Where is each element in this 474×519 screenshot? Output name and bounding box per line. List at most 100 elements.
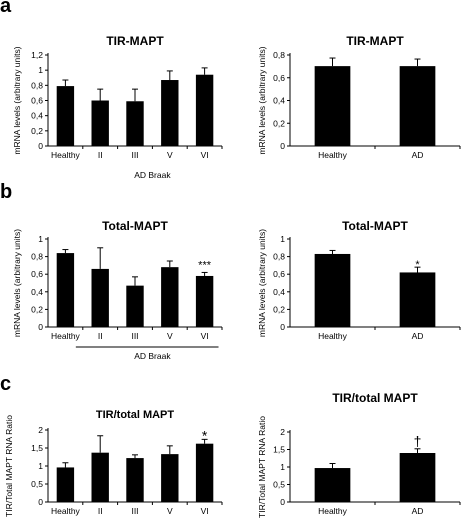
x-tick-label: Healthy bbox=[318, 506, 348, 516]
x-tick-label: V bbox=[167, 506, 173, 516]
group-label: AD Braak bbox=[134, 351, 171, 361]
x-tick-label: VI bbox=[201, 150, 209, 160]
bar-Healthy bbox=[56, 467, 75, 502]
y-tick-label: 0,2 bbox=[31, 304, 43, 314]
y-tick-label: 0 bbox=[280, 322, 285, 332]
bar-VI bbox=[195, 443, 214, 502]
y-tick-label: 0,8 bbox=[273, 50, 285, 60]
y-tick-label: 0 bbox=[280, 141, 285, 151]
x-tick-label: AD bbox=[412, 150, 424, 160]
y-axis-label: mRNA levels (arbitrary units) bbox=[257, 46, 267, 154]
y-tick-label: 2 bbox=[38, 425, 43, 435]
bar-AD bbox=[399, 272, 436, 327]
panel-label-c: c bbox=[0, 373, 11, 395]
y-tick-label: 0,4 bbox=[273, 287, 285, 297]
y-tick-label: 0,6 bbox=[273, 269, 285, 279]
y-tick-label: 0,2 bbox=[273, 304, 285, 314]
chart-a-right: TIR-MAPT mRNA levels (arbitrary units) 0 0,… bbox=[257, 34, 461, 160]
y-tick-label: 1,5 bbox=[273, 445, 285, 455]
y-tick-label: 0,8 bbox=[31, 80, 43, 90]
y-tick-label: 0,8 bbox=[31, 252, 43, 262]
bar-V bbox=[161, 80, 179, 146]
chart-b-right: Total-MAPT mRNA levels (arbitrary units) 0… bbox=[257, 219, 461, 341]
x-tick-label: VI bbox=[201, 331, 209, 341]
x-tick-label: Healthy bbox=[51, 506, 81, 516]
x-tick-label: Healthy bbox=[51, 331, 81, 341]
y-tick-label: 0 bbox=[280, 497, 285, 507]
y-tick-label: 1 bbox=[280, 462, 285, 472]
significance-mark: * bbox=[415, 259, 420, 271]
y-tick-label: 0,2 bbox=[31, 126, 43, 136]
significance-mark: * bbox=[202, 427, 208, 443]
y-tick-label: 0,6 bbox=[31, 269, 43, 279]
bar-II bbox=[91, 268, 109, 327]
charts: TIR-MAPT mRNA levels (arbitrary units) 0 0,… bbox=[4, 34, 461, 518]
x-tick-label: AD bbox=[412, 331, 424, 341]
y-tick-label: 1 bbox=[38, 65, 43, 75]
x-tick-label: III bbox=[131, 506, 138, 516]
x-tick-label: AD bbox=[412, 506, 424, 516]
x-tick-label: VI bbox=[201, 506, 209, 516]
bar-Healthy bbox=[314, 468, 351, 502]
chart-title: TIR/total MAPT bbox=[332, 391, 418, 405]
bar-III bbox=[126, 458, 144, 502]
y-axis-label: TIR/Total MAPT RNA Ratio bbox=[257, 416, 267, 518]
bar-Healthy bbox=[56, 86, 75, 146]
y-tick-label: 1 bbox=[38, 234, 43, 244]
y-tick-label: 1 bbox=[38, 461, 43, 471]
y-tick-label: 1 bbox=[280, 234, 285, 244]
bar-Healthy bbox=[314, 253, 351, 327]
y-tick-label: 0,2 bbox=[273, 118, 285, 128]
y-tick-label: 0,6 bbox=[31, 96, 43, 106]
bar-AD bbox=[399, 453, 436, 502]
y-tick-label: 0,8 bbox=[273, 252, 285, 262]
x-tick-label: III bbox=[131, 331, 138, 341]
y-tick-label: 0,5 bbox=[273, 480, 285, 490]
x-tick-label: Healthy bbox=[51, 150, 81, 160]
y-tick-label: 0,6 bbox=[273, 73, 285, 83]
x-tick-label: II bbox=[98, 506, 103, 516]
chart-title: TIR-MAPT bbox=[346, 34, 404, 48]
y-axis-label: mRNA levels (arbitrary units) bbox=[12, 46, 22, 154]
bar-AD bbox=[399, 66, 436, 146]
bar-III bbox=[126, 101, 144, 146]
y-tick-label: 0 bbox=[38, 497, 43, 507]
significance-mark: † bbox=[414, 433, 422, 449]
bar-Healthy bbox=[56, 253, 75, 327]
chart-b-left: Total-MAPT mRNA levels (arbitrary units) 0… bbox=[12, 219, 223, 361]
x-tick-label: III bbox=[131, 150, 138, 160]
y-axis-label: TIR/Total MAPT RNA Ratio bbox=[4, 415, 14, 517]
panel-label-a: a bbox=[0, 0, 12, 17]
chart-title: TIR-MAPT bbox=[106, 34, 164, 48]
y-axis-label: mRNA levels (arbitrary units) bbox=[12, 229, 22, 337]
x-tick-label: II bbox=[98, 331, 103, 341]
chart-c-right: TIR/total MAPT TIR/Total MAPT RNA Ratio 0 0… bbox=[257, 391, 461, 518]
chart-a-left: TIR-MAPT mRNA levels (arbitrary units) 0 0,… bbox=[12, 34, 223, 180]
bar-II bbox=[91, 100, 109, 146]
x-tick-label: V bbox=[167, 331, 173, 341]
x-tick-label: II bbox=[98, 150, 103, 160]
chart-title: Total-MAPT bbox=[342, 219, 408, 233]
y-tick-label: 0 bbox=[38, 322, 43, 332]
y-tick-label: 1,5 bbox=[31, 443, 43, 453]
bar-III bbox=[126, 285, 144, 327]
bar-II bbox=[91, 452, 109, 502]
group-label: AD Braak bbox=[134, 170, 171, 180]
bar-V bbox=[161, 267, 179, 327]
significance-mark: *** bbox=[198, 259, 212, 271]
chart-title: TIR/total MAPT bbox=[96, 409, 174, 421]
bar-VI bbox=[195, 74, 214, 146]
panel-label-b: b bbox=[0, 181, 12, 203]
y-axis-label: mRNA levels (arbitrary units) bbox=[257, 229, 267, 337]
y-tick-label: 0,5 bbox=[31, 479, 43, 489]
x-tick-label: V bbox=[167, 150, 173, 160]
bar-V bbox=[161, 454, 179, 502]
chart-c-left: TIR/total MAPT TIR/Total MAPT RNA Ratio 0 0… bbox=[4, 409, 223, 517]
bar-VI bbox=[195, 275, 214, 327]
x-tick-label: Healthy bbox=[318, 150, 348, 160]
y-tick-label: 1,2 bbox=[31, 50, 43, 60]
y-tick-label: 0 bbox=[38, 141, 43, 151]
y-tick-label: 0,4 bbox=[31, 111, 43, 121]
x-tick-label: Healthy bbox=[318, 331, 348, 341]
